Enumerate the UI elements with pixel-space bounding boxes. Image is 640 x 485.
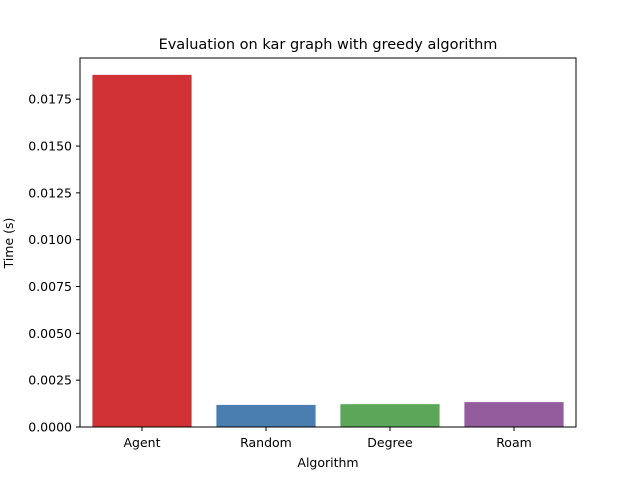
x-tick-label: Degree (367, 435, 413, 450)
y-tick-label: 0.0075 (28, 279, 72, 294)
x-axis-label: Algorithm (297, 455, 358, 470)
bar-degree (340, 404, 440, 427)
plot-frame (79, 57, 577, 428)
bars-group (92, 74, 564, 428)
y-tick-label: 0.0175 (28, 92, 72, 107)
x-tick-label: Agent (124, 435, 161, 450)
y-tick-label: 0.0050 (28, 326, 72, 341)
x-tick-label: Roam (496, 435, 532, 450)
bar-roam (464, 402, 564, 427)
y-tick-label: 0.0000 (28, 420, 72, 435)
y-axis-label: Time (s) (1, 218, 16, 270)
y-axis: 0.0000 0.0025 0.0050 0.0075 0.0100 0.0125 0.01… (28, 92, 80, 435)
y-tick-label: 0.0125 (28, 185, 72, 200)
x-tick-label: Random (240, 435, 292, 450)
bar-random (216, 404, 316, 427)
y-tick-label: 0.0100 (28, 232, 72, 247)
chart-title: Evaluation on kar graph with greedy algo… (159, 37, 498, 53)
y-tick-label: 0.0150 (28, 139, 72, 154)
bar-agent (92, 74, 192, 428)
x-axis: Agent Random Degree Roam (124, 427, 532, 450)
y-tick-label: 0.0025 (28, 373, 72, 388)
